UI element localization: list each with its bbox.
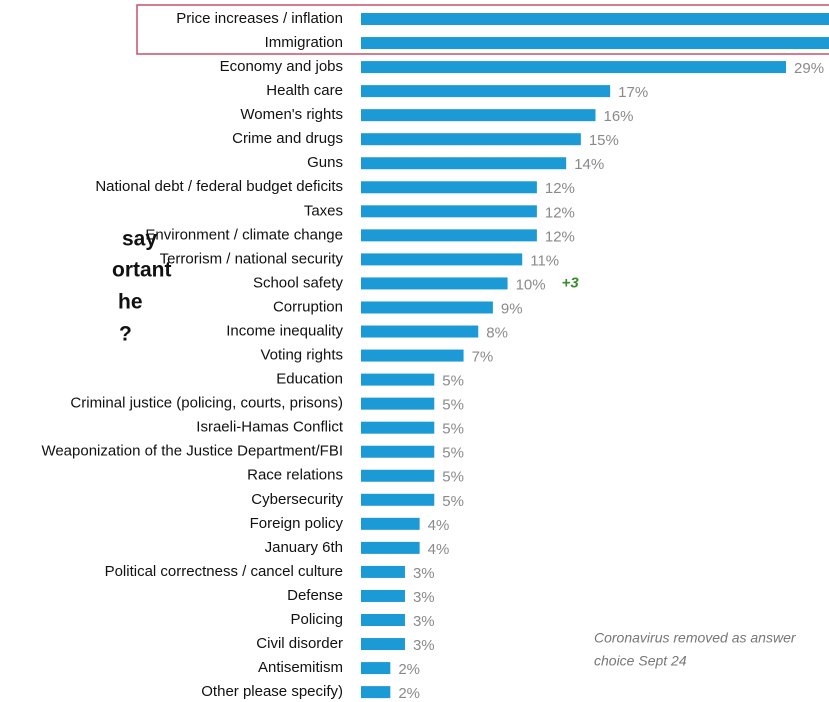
bar [361, 686, 391, 699]
bar [361, 349, 464, 362]
bar [361, 13, 829, 25]
bar [361, 85, 611, 98]
value-label: 7% [472, 349, 494, 366]
note: Coronavirus removed as answer [594, 630, 797, 646]
category-label: Other please specify) [201, 683, 343, 700]
category-label: Voting rights [260, 347, 343, 364]
value-label: 5% [442, 397, 464, 414]
bar [361, 493, 435, 506]
category-label: Criminal justice (policing, courts, pris… [70, 395, 343, 412]
value-label: 2% [398, 661, 420, 678]
category-label: Environment / climate change [145, 226, 343, 243]
category-label: Israeli-Hamas Conflict [196, 419, 344, 436]
bar [361, 373, 435, 386]
question-fragment: ortant [112, 259, 172, 282]
bar [361, 277, 508, 290]
category-label: Economy and jobs [220, 58, 343, 75]
value-label: 2% [398, 685, 420, 702]
bar [361, 109, 596, 122]
category-label: Women's rights [240, 106, 343, 123]
category-label: Race relations [247, 467, 343, 484]
bar [361, 638, 405, 651]
category-label: Political correctness / cancel culture [105, 563, 343, 580]
category-label: Terrorism / national security [160, 250, 344, 267]
value-label: 5% [442, 493, 464, 510]
bar [361, 325, 479, 338]
category-label: School safety [253, 274, 344, 291]
bar [361, 133, 581, 146]
value-label: 3% [413, 637, 435, 654]
bar [361, 589, 405, 602]
highlight-box [136, 4, 829, 55]
bar [361, 397, 435, 410]
value-label: 12% [545, 204, 575, 221]
bar [361, 541, 420, 554]
value-label: 29% [794, 60, 824, 77]
value-label: 3% [413, 589, 435, 606]
note: choice Sept 24 [594, 653, 687, 669]
category-label: Guns [307, 154, 343, 171]
value-label: 3% [413, 613, 435, 630]
value-label: 4% [428, 517, 450, 534]
value-label: 12% [545, 180, 575, 197]
category-label: Weaponization of the Justice Department/… [41, 443, 343, 460]
change-annotation: +3 [562, 274, 580, 291]
bar [361, 565, 405, 578]
bar [361, 469, 435, 482]
category-label: Cybersecurity [251, 491, 343, 508]
question-fragment: he [118, 291, 143, 314]
bar [361, 157, 567, 170]
value-label: 3% [413, 565, 435, 582]
bar [361, 301, 493, 314]
category-label: Civil disorder [256, 635, 343, 652]
bar [361, 205, 537, 218]
value-label: 16% [604, 108, 634, 125]
bar [361, 421, 435, 434]
question-fragment: ? [119, 323, 132, 346]
bar [361, 37, 829, 50]
value-label: 14% [574, 156, 604, 173]
category-label: Education [276, 371, 343, 388]
value-label: 5% [442, 421, 464, 438]
value-label: 5% [442, 445, 464, 462]
category-label: Price increases / inflation [176, 10, 343, 27]
value-label: 5% [442, 469, 464, 486]
value-label: 11% [530, 252, 559, 269]
value-label: 12% [545, 228, 575, 245]
category-label: Crime and drugs [232, 130, 343, 147]
bar [361, 517, 420, 530]
value-label: 8% [486, 324, 508, 341]
bar [361, 253, 523, 266]
category-label: Immigration [265, 34, 343, 51]
category-label: Income inequality [226, 322, 343, 339]
bar [361, 445, 435, 458]
value-label: 5% [442, 373, 464, 390]
value-label: 15% [589, 132, 619, 149]
bar [361, 61, 787, 74]
question-fragment: say [122, 228, 157, 251]
category-label: Taxes [304, 202, 343, 219]
category-label: Health care [266, 82, 343, 99]
value-label: 9% [501, 300, 523, 317]
category-label: Foreign policy [250, 515, 344, 532]
value-label: 10% [516, 276, 546, 293]
bar [361, 614, 405, 626]
bar [361, 229, 537, 242]
category-label: Corruption [273, 298, 343, 315]
category-label: National debt / federal budget deficits [95, 178, 343, 195]
bar [361, 662, 391, 675]
bar [361, 181, 537, 194]
value-label: 17% [618, 84, 648, 101]
category-label: Antisemitism [258, 659, 343, 676]
value-label: 4% [428, 541, 450, 558]
category-label: January 6th [265, 539, 343, 556]
category-label: Policing [290, 611, 343, 628]
category-label: Defense [287, 587, 343, 604]
